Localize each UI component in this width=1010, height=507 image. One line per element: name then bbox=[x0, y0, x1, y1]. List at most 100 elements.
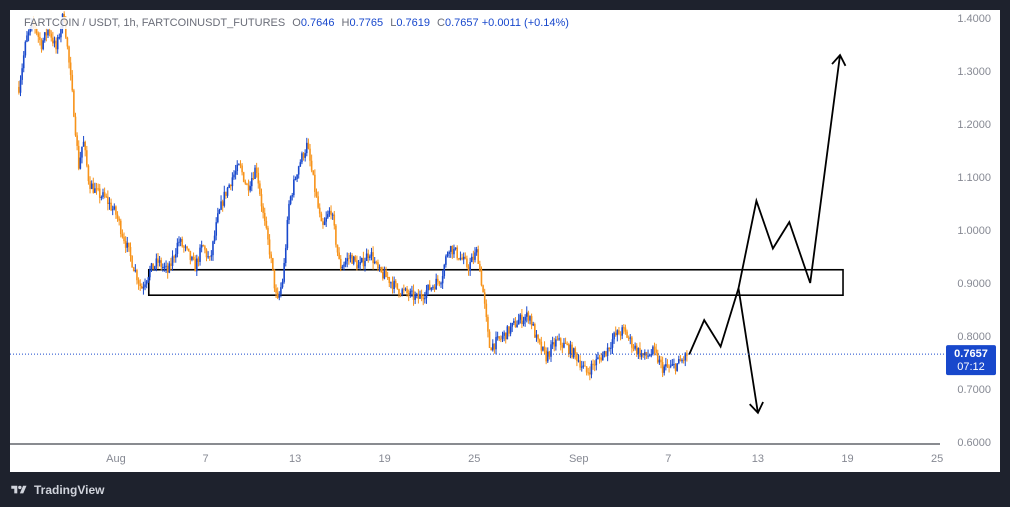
candle-body bbox=[102, 192, 104, 197]
candle-body bbox=[218, 209, 221, 214]
candle-body bbox=[577, 360, 580, 362]
candle-body bbox=[302, 153, 305, 158]
price-tag-countdown: 07:12 bbox=[957, 361, 985, 373]
candle-body bbox=[202, 245, 205, 247]
candle-body bbox=[153, 266, 156, 270]
candle-body bbox=[92, 183, 95, 193]
candle-body bbox=[521, 314, 523, 325]
candle-body bbox=[606, 347, 609, 356]
candle-body bbox=[519, 314, 522, 320]
candle-body bbox=[686, 353, 688, 356]
candle-body bbox=[601, 354, 604, 361]
time-tick-label: Sep bbox=[569, 453, 589, 465]
candle-body bbox=[422, 297, 425, 300]
candle-body bbox=[244, 181, 247, 184]
candle-body bbox=[262, 206, 264, 213]
candle-body bbox=[21, 68, 23, 80]
time-axis[interactable]: Aug 7 13 19 25 Sep 7 13 19 25 bbox=[106, 453, 943, 465]
candle-body bbox=[52, 37, 54, 44]
candle-body bbox=[336, 244, 339, 253]
candle-body bbox=[265, 220, 268, 228]
candle-body bbox=[467, 266, 470, 271]
candle-body bbox=[280, 287, 282, 295]
candle-body bbox=[246, 183, 248, 185]
candle-body bbox=[77, 145, 80, 169]
symbol-legend[interactable]: FARTCOIN / USDT, 1h, FARTCOINUSDT_FUTURE… bbox=[22, 17, 571, 29]
candle-body bbox=[186, 246, 188, 249]
candle-body bbox=[399, 294, 402, 296]
candle-body bbox=[477, 249, 480, 264]
candle-body bbox=[360, 258, 363, 262]
candle-body bbox=[568, 344, 570, 355]
symbol-name[interactable]: FARTCOIN / USDT, 1h, FARTCOINUSDT_FUTURE… bbox=[24, 17, 286, 29]
candle-body bbox=[217, 213, 219, 223]
candle-body bbox=[162, 267, 164, 269]
candle-body bbox=[95, 188, 98, 190]
candle-body bbox=[445, 256, 447, 265]
candle-body bbox=[317, 196, 319, 208]
candle-body bbox=[136, 270, 138, 281]
price-axis[interactable]: 0.6000 0.7000 0.8000 0.9000 1.0000 1.1000 1.20… bbox=[957, 13, 991, 449]
projection-drawings[interactable] bbox=[688, 53, 847, 415]
candle-body bbox=[424, 298, 426, 300]
price-tag-value: 0.7657 bbox=[954, 348, 988, 360]
candle-body bbox=[673, 363, 675, 365]
time-tick-label: 7 bbox=[202, 453, 208, 465]
candle-body bbox=[173, 256, 175, 258]
candle-body bbox=[443, 264, 446, 277]
candle-body bbox=[134, 270, 137, 272]
candle-body bbox=[561, 344, 564, 348]
candle-body bbox=[260, 194, 263, 207]
candle-body bbox=[241, 165, 243, 173]
candle-body bbox=[115, 206, 117, 215]
candle-body bbox=[632, 347, 635, 349]
footer-branding: TradingView bbox=[10, 480, 104, 500]
chart-area[interactable]: 0.6000 0.7000 0.8000 0.9000 1.0000 1.1000 1.20… bbox=[10, 10, 1000, 472]
candle-body bbox=[289, 196, 292, 204]
candle-body bbox=[441, 276, 444, 284]
candle-body bbox=[546, 351, 549, 362]
price-chart[interactable]: 0.6000 0.7000 0.8000 0.9000 1.0000 1.1000 1.20… bbox=[10, 10, 1000, 472]
candle-body bbox=[470, 256, 473, 263]
candle-body bbox=[449, 245, 452, 252]
candle-body bbox=[432, 286, 434, 288]
candle-body bbox=[414, 295, 416, 300]
candle-body bbox=[128, 242, 130, 248]
candle-body bbox=[296, 174, 298, 180]
candle-body bbox=[267, 227, 269, 240]
time-tick-label: Aug bbox=[106, 453, 126, 465]
candle-body bbox=[430, 287, 433, 290]
candle-body bbox=[653, 346, 656, 350]
candle-body bbox=[82, 141, 85, 147]
candle-body bbox=[35, 28, 38, 34]
price-tick-label: 1.2000 bbox=[957, 119, 991, 131]
candle-body bbox=[629, 337, 632, 339]
candle-body bbox=[100, 196, 103, 198]
candle-body bbox=[380, 267, 382, 272]
candle-body bbox=[275, 288, 277, 293]
candle-body bbox=[490, 347, 492, 351]
candle-body bbox=[665, 364, 667, 367]
candle-body bbox=[29, 27, 32, 33]
low-value: 0.7619 bbox=[396, 17, 430, 29]
candle-body bbox=[183, 246, 185, 248]
candle-body bbox=[579, 360, 581, 368]
price-tick-label: 0.6000 bbox=[957, 437, 991, 449]
candle-body bbox=[181, 239, 184, 247]
candle-body bbox=[372, 252, 374, 264]
candle-body bbox=[370, 252, 373, 257]
candle-body bbox=[212, 241, 214, 256]
candle-body bbox=[637, 348, 640, 354]
candle-body bbox=[71, 74, 74, 91]
candle-body bbox=[684, 353, 687, 361]
candle-body bbox=[590, 363, 593, 375]
candle-body bbox=[534, 324, 536, 338]
candle-body bbox=[344, 261, 347, 265]
candle-body bbox=[147, 277, 150, 282]
candle-body bbox=[373, 261, 376, 264]
candle-body bbox=[524, 316, 526, 321]
candle-body bbox=[527, 312, 530, 321]
candle-body bbox=[328, 210, 331, 215]
candle-body bbox=[509, 326, 512, 334]
candle-body bbox=[386, 276, 389, 278]
